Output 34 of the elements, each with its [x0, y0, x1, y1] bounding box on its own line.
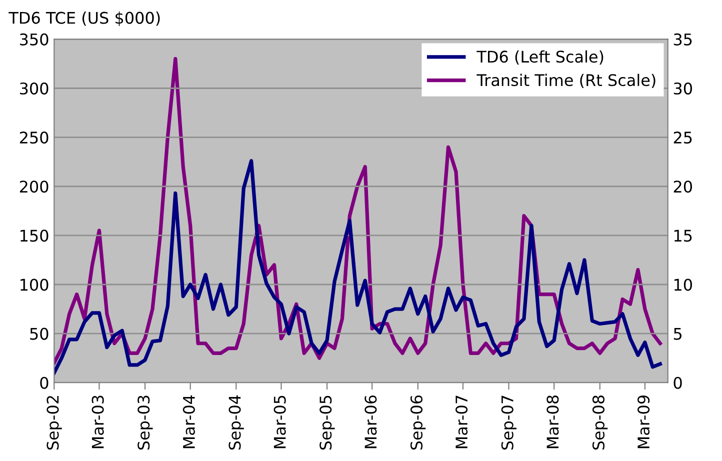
line-series — [54, 159, 662, 375]
y-tick-label: 350 — [20, 33, 48, 46]
y-tick-label: 250 — [20, 132, 48, 144]
y2-tick-label: 5 — [674, 328, 682, 340]
x-tick-label: Mar-05 — [274, 396, 286, 448]
x-tick-label: Sep-03 — [138, 396, 153, 450]
y2-tick-label: 20 — [674, 180, 692, 193]
y2-tick-label: 15 — [674, 230, 692, 242]
legend-label: Transit Time (Rt Scale) — [476, 74, 656, 88]
x-tick-label: Sep-08 — [592, 396, 608, 450]
x-tick-label: Mar-07 — [456, 396, 468, 448]
x-tick-label: Mar-09 — [638, 396, 650, 448]
y2-tick-label: 35 — [674, 33, 692, 46]
x-tick-label: Sep-05 — [320, 396, 335, 450]
y2-tick-label: 10 — [674, 278, 692, 291]
y2-tick-label: 25 — [674, 132, 692, 144]
y-tick-label: 100 — [20, 278, 48, 291]
x-tick-label: Sep-07 — [501, 396, 516, 450]
y-tick-label: 0 — [40, 376, 48, 389]
x-tick-label: Mar-03 — [92, 396, 104, 448]
x-tick-label: Mar-06 — [364, 395, 377, 448]
y2-tick-label: 0 — [674, 376, 682, 389]
x-tick-label: Mar-08 — [546, 396, 559, 448]
x-tick-label: Sep-06 — [410, 395, 426, 450]
y-tick-label: 150 — [20, 230, 48, 242]
y-tick-label: 200 — [20, 180, 48, 193]
y-tick-label: 50 — [30, 328, 48, 340]
x-tick-label: Sep-02 — [46, 396, 62, 450]
y-tick-label: 300 — [20, 82, 48, 95]
y-axis-title: TD6 TCE (US $000) — [8, 12, 160, 26]
x-tick-label: Mar-04 — [182, 395, 195, 448]
y2-tick-label: 30 — [674, 82, 692, 95]
legend-label: TD6 (Left Scale) — [476, 50, 604, 65]
x-tick-label: Sep-04 — [228, 395, 244, 450]
